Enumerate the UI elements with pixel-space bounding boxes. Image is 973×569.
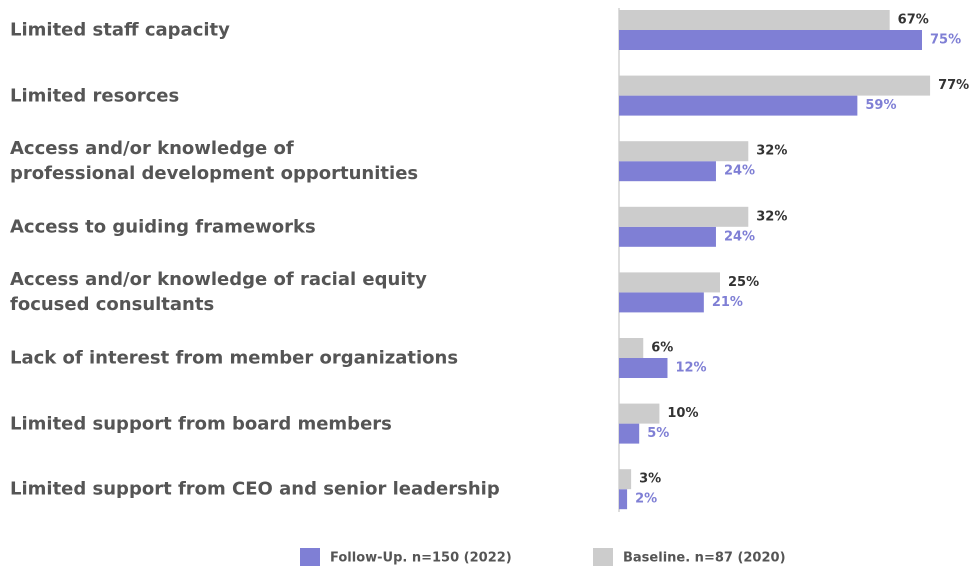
value-label: 32% xyxy=(756,209,787,224)
legend-swatch xyxy=(593,548,613,566)
value-label: 32% xyxy=(756,144,787,159)
category-label: Lack of interest from member organizatio… xyxy=(10,347,459,369)
bar xyxy=(619,95,858,116)
category-label: Limited support from CEO and senior lead… xyxy=(10,478,500,500)
bar xyxy=(619,30,922,50)
bar xyxy=(619,292,704,313)
bar xyxy=(619,10,890,30)
value-label: 2% xyxy=(635,492,657,507)
bar xyxy=(619,489,628,510)
value-label: 6% xyxy=(651,341,673,356)
bar xyxy=(619,141,749,162)
legend-label: Follow-Up. n=150 (2022) xyxy=(330,551,512,566)
category-label: Access and/or knowledge of professional … xyxy=(10,138,419,185)
value-label: 10% xyxy=(667,406,698,421)
category-label: Limited resorces xyxy=(10,85,180,107)
value-label: 77% xyxy=(938,78,969,93)
value-label: 24% xyxy=(724,164,755,179)
value-label: 12% xyxy=(675,361,706,376)
bar xyxy=(619,272,720,293)
value-label: 21% xyxy=(712,295,743,310)
category-label: Access to guiding frameworks xyxy=(10,216,316,238)
value-label: 3% xyxy=(639,472,661,487)
bar xyxy=(619,161,716,182)
value-label: 67% xyxy=(898,13,929,28)
bar xyxy=(619,423,640,444)
bar xyxy=(619,469,632,490)
value-label: 25% xyxy=(728,275,759,290)
legend-swatch xyxy=(300,548,320,566)
bar xyxy=(619,358,668,378)
bar xyxy=(619,338,644,358)
bar xyxy=(619,75,931,96)
category-label: Limited support from board members xyxy=(10,413,392,435)
bar xyxy=(619,403,660,424)
category-label: Limited staff capacity xyxy=(10,19,230,41)
bar xyxy=(619,206,749,227)
value-label: 5% xyxy=(647,426,669,441)
bar xyxy=(619,226,716,247)
category-label: Access and/or knowledge of racial equity… xyxy=(10,269,427,316)
legend-label: Baseline. n=87 (2020) xyxy=(623,551,786,566)
value-label: 75% xyxy=(930,33,961,48)
value-label: 24% xyxy=(724,229,755,244)
value-label: 59% xyxy=(865,98,896,113)
